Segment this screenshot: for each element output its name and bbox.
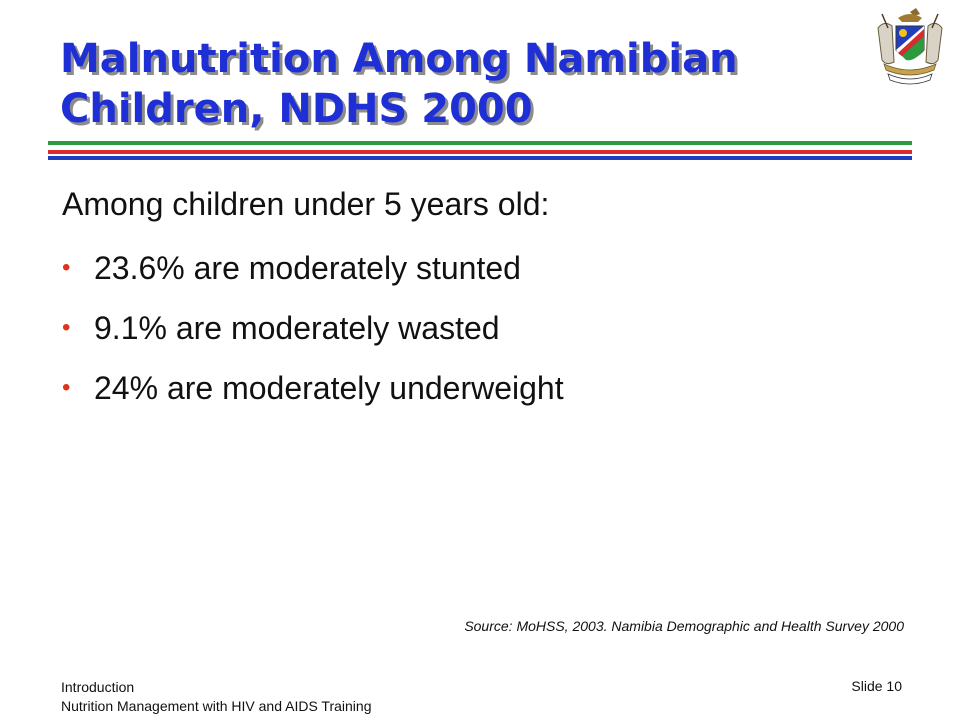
bullet-item-stunted: • 23.6% are moderately stunted	[62, 246, 564, 306]
title-line-1: Malnutrition Among Namibian	[60, 36, 738, 82]
slide-title: Malnutrition Among Namibian Children, ND…	[60, 34, 860, 134]
bullet-text: 23.6% are moderately stunted	[94, 250, 521, 286]
footer-course: Nutrition Management with HIV and AIDS T…	[61, 698, 372, 714]
bullet-icon: •	[62, 314, 71, 341]
title-underline-stripes	[48, 141, 912, 160]
namibia-coat-of-arms-icon	[877, 8, 943, 85]
bullet-item-wasted: • 9.1% are moderately wasted	[62, 306, 564, 366]
bullet-text: 24% are moderately underweight	[94, 370, 564, 406]
bullet-list: • 23.6% are moderately stunted • 9.1% ar…	[62, 246, 564, 426]
bullet-icon: •	[62, 254, 71, 281]
slide-number: Slide 10	[851, 678, 902, 694]
title-line-2: Children, NDHS 2000	[60, 86, 533, 132]
bullet-text: 9.1% are moderately wasted	[94, 310, 500, 346]
bullet-icon: •	[62, 374, 71, 401]
footer-section: Introduction	[61, 679, 135, 695]
footer-left: Introduction Nutrition Management with H…	[61, 678, 372, 716]
bullet-item-underweight: • 24% are moderately underweight	[62, 366, 564, 426]
intro-text: Among children under 5 years old:	[62, 186, 550, 222]
source-citation: Source: MoHSS, 2003. Namibia Demographic…	[464, 618, 904, 634]
